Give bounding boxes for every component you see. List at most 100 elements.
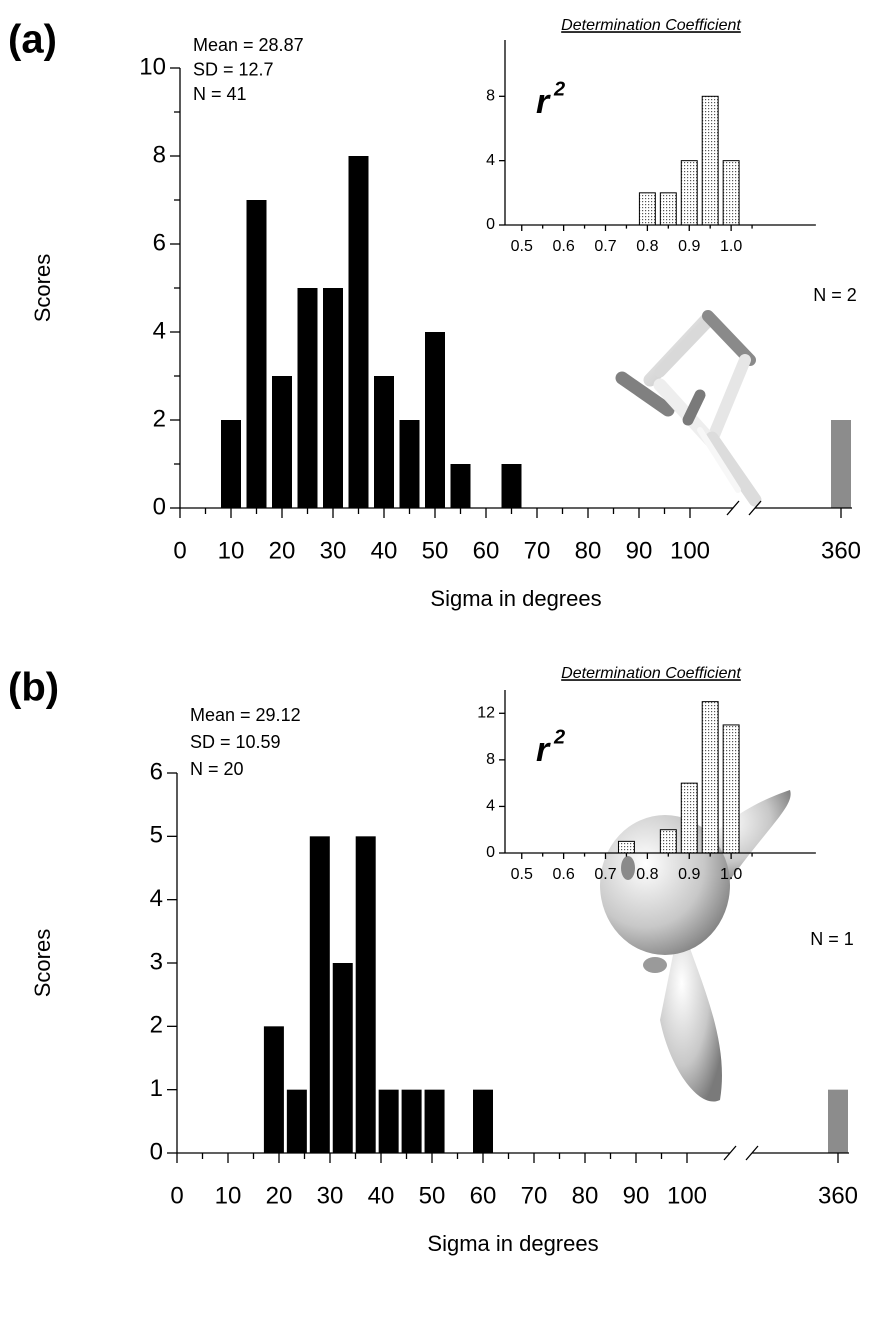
y-tick-label: 2 xyxy=(153,405,166,432)
x-tick-label: 10 xyxy=(215,1182,242,1209)
x-tick-label: 1.0 xyxy=(720,238,742,255)
x-tick-label: 100 xyxy=(667,1182,707,1209)
outlier-bar xyxy=(831,420,851,508)
x-tick-label: 30 xyxy=(317,1182,344,1209)
x-tick-label: 0.5 xyxy=(511,238,533,255)
y-tick-label: 0 xyxy=(150,1138,163,1165)
panel-label: (a) xyxy=(8,18,57,62)
annotation: r xyxy=(536,83,551,121)
bar xyxy=(286,1089,307,1153)
y-tick-label: 12 xyxy=(477,705,495,722)
bar xyxy=(425,332,445,508)
y-tick-label: 0 xyxy=(486,844,495,861)
bar xyxy=(323,288,343,508)
y-tick-label: 1 xyxy=(150,1075,163,1102)
y-axis-title: Scores xyxy=(30,254,55,322)
axis-break xyxy=(748,500,762,516)
panel-label: (b) xyxy=(8,666,59,710)
y-tick-label: 8 xyxy=(486,88,495,105)
y-tick-label: 4 xyxy=(486,152,495,169)
outlier-label: N = 1 xyxy=(810,929,854,949)
histogram-bar xyxy=(722,160,740,226)
x-axis-title: Sigma in degrees xyxy=(430,586,601,611)
x-tick-label: 40 xyxy=(368,1182,395,1209)
x-tick-label: 0.7 xyxy=(594,238,616,255)
x-tick-label: 80 xyxy=(575,537,602,564)
bar xyxy=(309,836,330,1153)
stats-line: N = 20 xyxy=(190,759,244,779)
bar xyxy=(355,836,376,1153)
x-tick-label: 40 xyxy=(371,537,398,564)
histogram-bar xyxy=(701,701,719,854)
bar xyxy=(374,376,394,508)
y-tick-label: 8 xyxy=(486,751,495,768)
outlier-label: N = 2 xyxy=(813,285,857,305)
y-axis-title: Scores xyxy=(30,929,55,997)
bar xyxy=(272,376,292,508)
y-tick-label: 2 xyxy=(150,1012,163,1039)
y-tick-label: 10 xyxy=(139,53,166,80)
bar xyxy=(263,1026,284,1153)
y-tick-label: 6 xyxy=(150,758,163,785)
histogram-bar xyxy=(659,192,677,226)
bar xyxy=(332,963,353,1153)
bar xyxy=(450,464,471,508)
annotation: r xyxy=(536,731,551,769)
x-tick-label: 0.7 xyxy=(594,866,616,883)
x-tick-label: 0 xyxy=(170,1182,183,1209)
x-axis-title: Sigma in degrees xyxy=(427,1231,598,1256)
y-tick-label: 0 xyxy=(486,216,495,233)
x-tick-label: 20 xyxy=(266,1182,293,1209)
stats-line: SD = 10.59 xyxy=(190,732,281,752)
y-tick-label: 6 xyxy=(153,229,166,256)
outlier-bar xyxy=(828,1089,848,1153)
inset-title: Determination Coefficient xyxy=(561,665,741,682)
x-tick-label: 360 xyxy=(818,1182,858,1209)
bar xyxy=(424,1089,445,1153)
x-tick-label: 70 xyxy=(524,537,551,564)
inset-title: Determination Coefficient xyxy=(561,17,741,34)
x-tick-label: 10 xyxy=(218,537,245,564)
histogram-bar xyxy=(659,829,677,854)
x-tick-label: 0 xyxy=(173,537,186,564)
bar xyxy=(348,156,369,508)
bar xyxy=(297,288,318,508)
bar xyxy=(473,1089,493,1153)
axis-break xyxy=(745,1145,759,1161)
x-tick-label: 0.9 xyxy=(678,866,700,883)
x-tick-label: 30 xyxy=(320,537,347,564)
y-tick-label: 8 xyxy=(153,141,166,168)
bar xyxy=(246,200,267,508)
annotation-sup: 2 xyxy=(553,78,565,100)
bar xyxy=(221,420,241,508)
histogram-bar xyxy=(680,782,698,854)
x-tick-label: 0.8 xyxy=(636,238,658,255)
x-tick-label: 1.0 xyxy=(720,866,742,883)
annotation-sup: 2 xyxy=(553,726,565,748)
x-tick-label: 90 xyxy=(623,1182,650,1209)
stats-line: SD = 12.7 xyxy=(193,59,274,79)
x-tick-label: 60 xyxy=(470,1182,497,1209)
y-tick-label: 3 xyxy=(150,948,163,975)
x-tick-label: 20 xyxy=(269,537,296,564)
stats-line: N = 41 xyxy=(193,84,247,104)
histogram-bar xyxy=(701,95,719,226)
x-tick-label: 100 xyxy=(670,537,710,564)
y-tick-label: 4 xyxy=(150,885,163,912)
y-tick-label: 4 xyxy=(153,317,166,344)
axis-break xyxy=(726,500,740,516)
bar xyxy=(378,1089,399,1153)
x-tick-label: 50 xyxy=(419,1182,446,1209)
x-tick-label: 0.6 xyxy=(553,238,575,255)
y-tick-label: 5 xyxy=(150,822,163,849)
x-tick-label: 360 xyxy=(821,537,861,564)
bar xyxy=(399,420,420,508)
x-tick-label: 0.9 xyxy=(678,238,700,255)
x-tick-label: 0.6 xyxy=(553,866,575,883)
x-tick-label: 90 xyxy=(626,537,653,564)
stats-line: Mean = 29.12 xyxy=(190,705,301,725)
histogram-bar xyxy=(722,724,740,854)
axis-break xyxy=(723,1145,737,1161)
x-tick-label: 0.8 xyxy=(636,866,658,883)
